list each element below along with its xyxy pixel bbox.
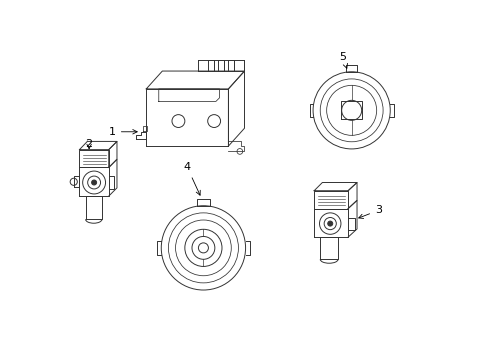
Text: 4: 4 (183, 162, 200, 195)
Text: 3: 3 (358, 205, 381, 219)
Circle shape (327, 221, 332, 226)
Text: 5: 5 (339, 52, 347, 68)
Circle shape (198, 243, 208, 253)
Circle shape (91, 180, 97, 185)
Text: 2: 2 (85, 139, 93, 149)
Text: 1: 1 (109, 127, 137, 137)
